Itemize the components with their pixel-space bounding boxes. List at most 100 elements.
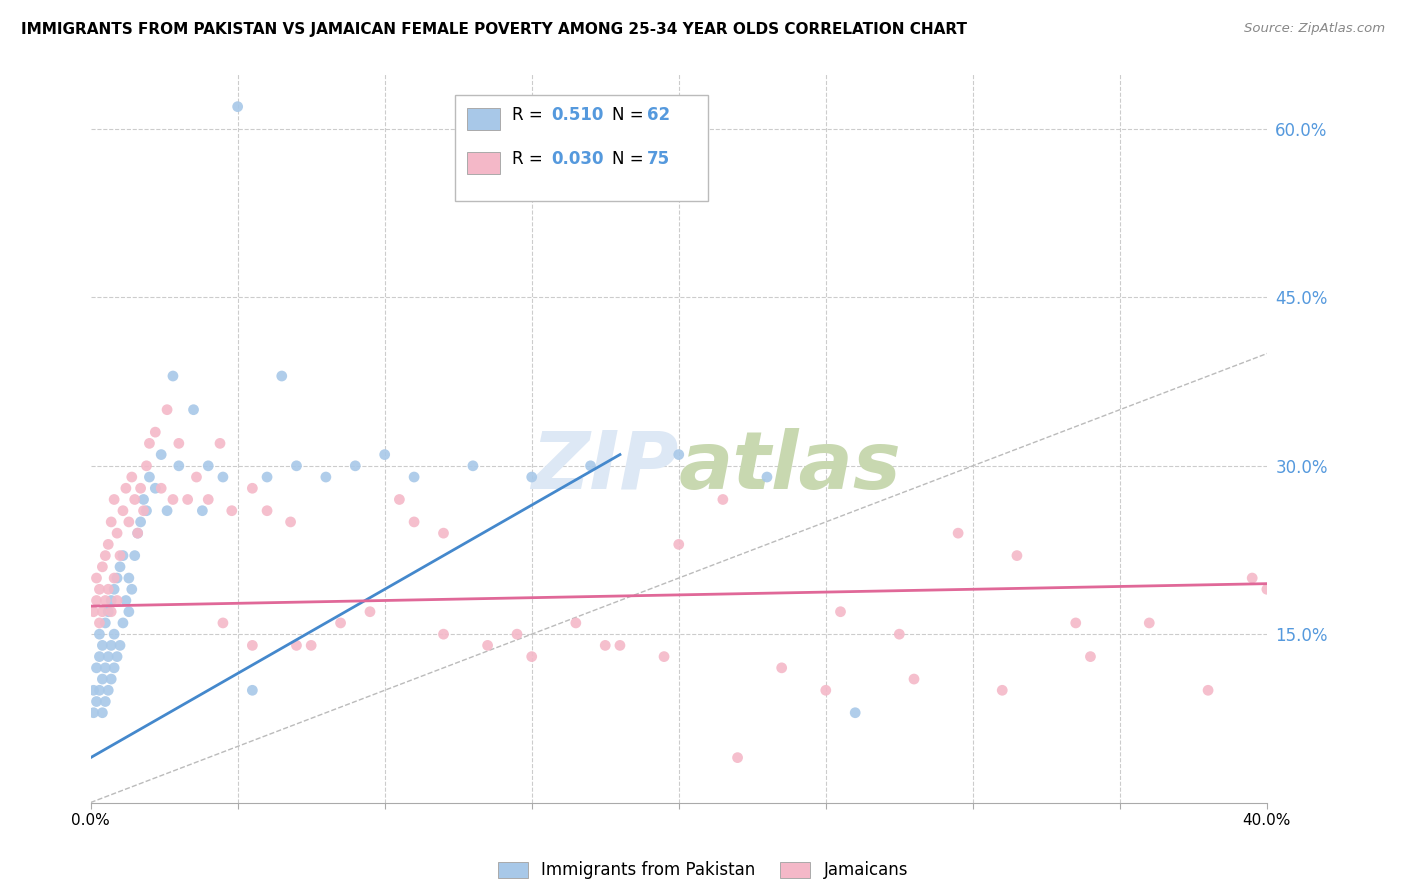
Point bbox=[91, 706, 114, 720]
Point bbox=[108, 559, 131, 574]
Point bbox=[212, 470, 235, 484]
Point bbox=[432, 526, 454, 541]
Point bbox=[756, 470, 779, 484]
Point bbox=[105, 571, 128, 585]
Point bbox=[103, 661, 125, 675]
Point bbox=[94, 661, 117, 675]
Text: 0.510: 0.510 bbox=[551, 106, 605, 124]
Point bbox=[520, 649, 543, 664]
Text: R =: R = bbox=[512, 106, 548, 124]
Point bbox=[89, 615, 111, 630]
Point bbox=[208, 436, 231, 450]
Point bbox=[156, 504, 179, 518]
Point bbox=[299, 639, 322, 653]
Point bbox=[1256, 582, 1278, 597]
Point bbox=[138, 436, 160, 450]
FancyBboxPatch shape bbox=[456, 95, 709, 201]
Point bbox=[285, 639, 308, 653]
Point bbox=[108, 639, 131, 653]
Point bbox=[91, 672, 114, 686]
Point bbox=[991, 683, 1014, 698]
Point bbox=[1064, 615, 1087, 630]
Text: N =: N = bbox=[612, 106, 648, 124]
Point bbox=[240, 481, 263, 495]
Text: atlas: atlas bbox=[679, 428, 901, 506]
Point bbox=[432, 627, 454, 641]
Point bbox=[668, 537, 690, 551]
Point bbox=[270, 369, 292, 384]
Point bbox=[903, 672, 925, 686]
Point bbox=[344, 458, 367, 473]
Text: 0.030: 0.030 bbox=[551, 150, 605, 168]
Point bbox=[118, 515, 141, 529]
Point bbox=[388, 492, 411, 507]
Point bbox=[256, 504, 278, 518]
Point bbox=[280, 515, 302, 529]
Point bbox=[315, 470, 337, 484]
Point bbox=[89, 582, 111, 597]
Point bbox=[1197, 683, 1219, 698]
Point bbox=[105, 649, 128, 664]
Point bbox=[135, 504, 157, 518]
Text: ZIP: ZIP bbox=[531, 428, 679, 506]
Point bbox=[124, 549, 146, 563]
Point bbox=[103, 627, 125, 641]
Point bbox=[844, 706, 866, 720]
Point bbox=[83, 605, 105, 619]
Point bbox=[668, 448, 690, 462]
Point bbox=[103, 492, 125, 507]
Point bbox=[86, 593, 108, 607]
FancyBboxPatch shape bbox=[467, 152, 501, 174]
Point bbox=[111, 504, 134, 518]
Point bbox=[143, 481, 166, 495]
Point bbox=[889, 627, 911, 641]
Text: 75: 75 bbox=[647, 150, 671, 168]
Point bbox=[115, 593, 138, 607]
Point bbox=[89, 649, 111, 664]
Point bbox=[593, 639, 616, 653]
Point bbox=[770, 661, 793, 675]
Point bbox=[135, 458, 157, 473]
Point bbox=[103, 582, 125, 597]
Point bbox=[162, 492, 184, 507]
Point bbox=[150, 448, 173, 462]
Point bbox=[477, 639, 499, 653]
Point bbox=[124, 492, 146, 507]
Point bbox=[711, 492, 734, 507]
Point bbox=[404, 515, 426, 529]
Point bbox=[814, 683, 837, 698]
Legend: Immigrants from Pakistan, Jamaicans: Immigrants from Pakistan, Jamaicans bbox=[498, 861, 908, 880]
Point bbox=[129, 481, 152, 495]
Point bbox=[609, 639, 631, 653]
Point bbox=[652, 649, 675, 664]
Point bbox=[1241, 571, 1264, 585]
Point bbox=[285, 458, 308, 473]
Point bbox=[183, 402, 205, 417]
Point bbox=[86, 571, 108, 585]
Point bbox=[197, 492, 219, 507]
Point bbox=[94, 694, 117, 708]
Point bbox=[105, 526, 128, 541]
Point bbox=[97, 683, 120, 698]
Point bbox=[108, 549, 131, 563]
Point bbox=[97, 649, 120, 664]
Point bbox=[212, 615, 235, 630]
Point bbox=[86, 694, 108, 708]
Point bbox=[167, 436, 190, 450]
Point bbox=[506, 627, 529, 641]
Point bbox=[100, 515, 122, 529]
Point bbox=[83, 683, 105, 698]
Point bbox=[97, 582, 120, 597]
Text: N =: N = bbox=[612, 150, 648, 168]
Point bbox=[167, 458, 190, 473]
Point bbox=[100, 672, 122, 686]
Point bbox=[1080, 649, 1102, 664]
Point bbox=[129, 515, 152, 529]
Point bbox=[946, 526, 969, 541]
Point bbox=[461, 458, 484, 473]
Point bbox=[97, 605, 120, 619]
Point bbox=[138, 470, 160, 484]
Point bbox=[830, 605, 852, 619]
Point bbox=[191, 504, 214, 518]
Text: Source: ZipAtlas.com: Source: ZipAtlas.com bbox=[1244, 22, 1385, 36]
